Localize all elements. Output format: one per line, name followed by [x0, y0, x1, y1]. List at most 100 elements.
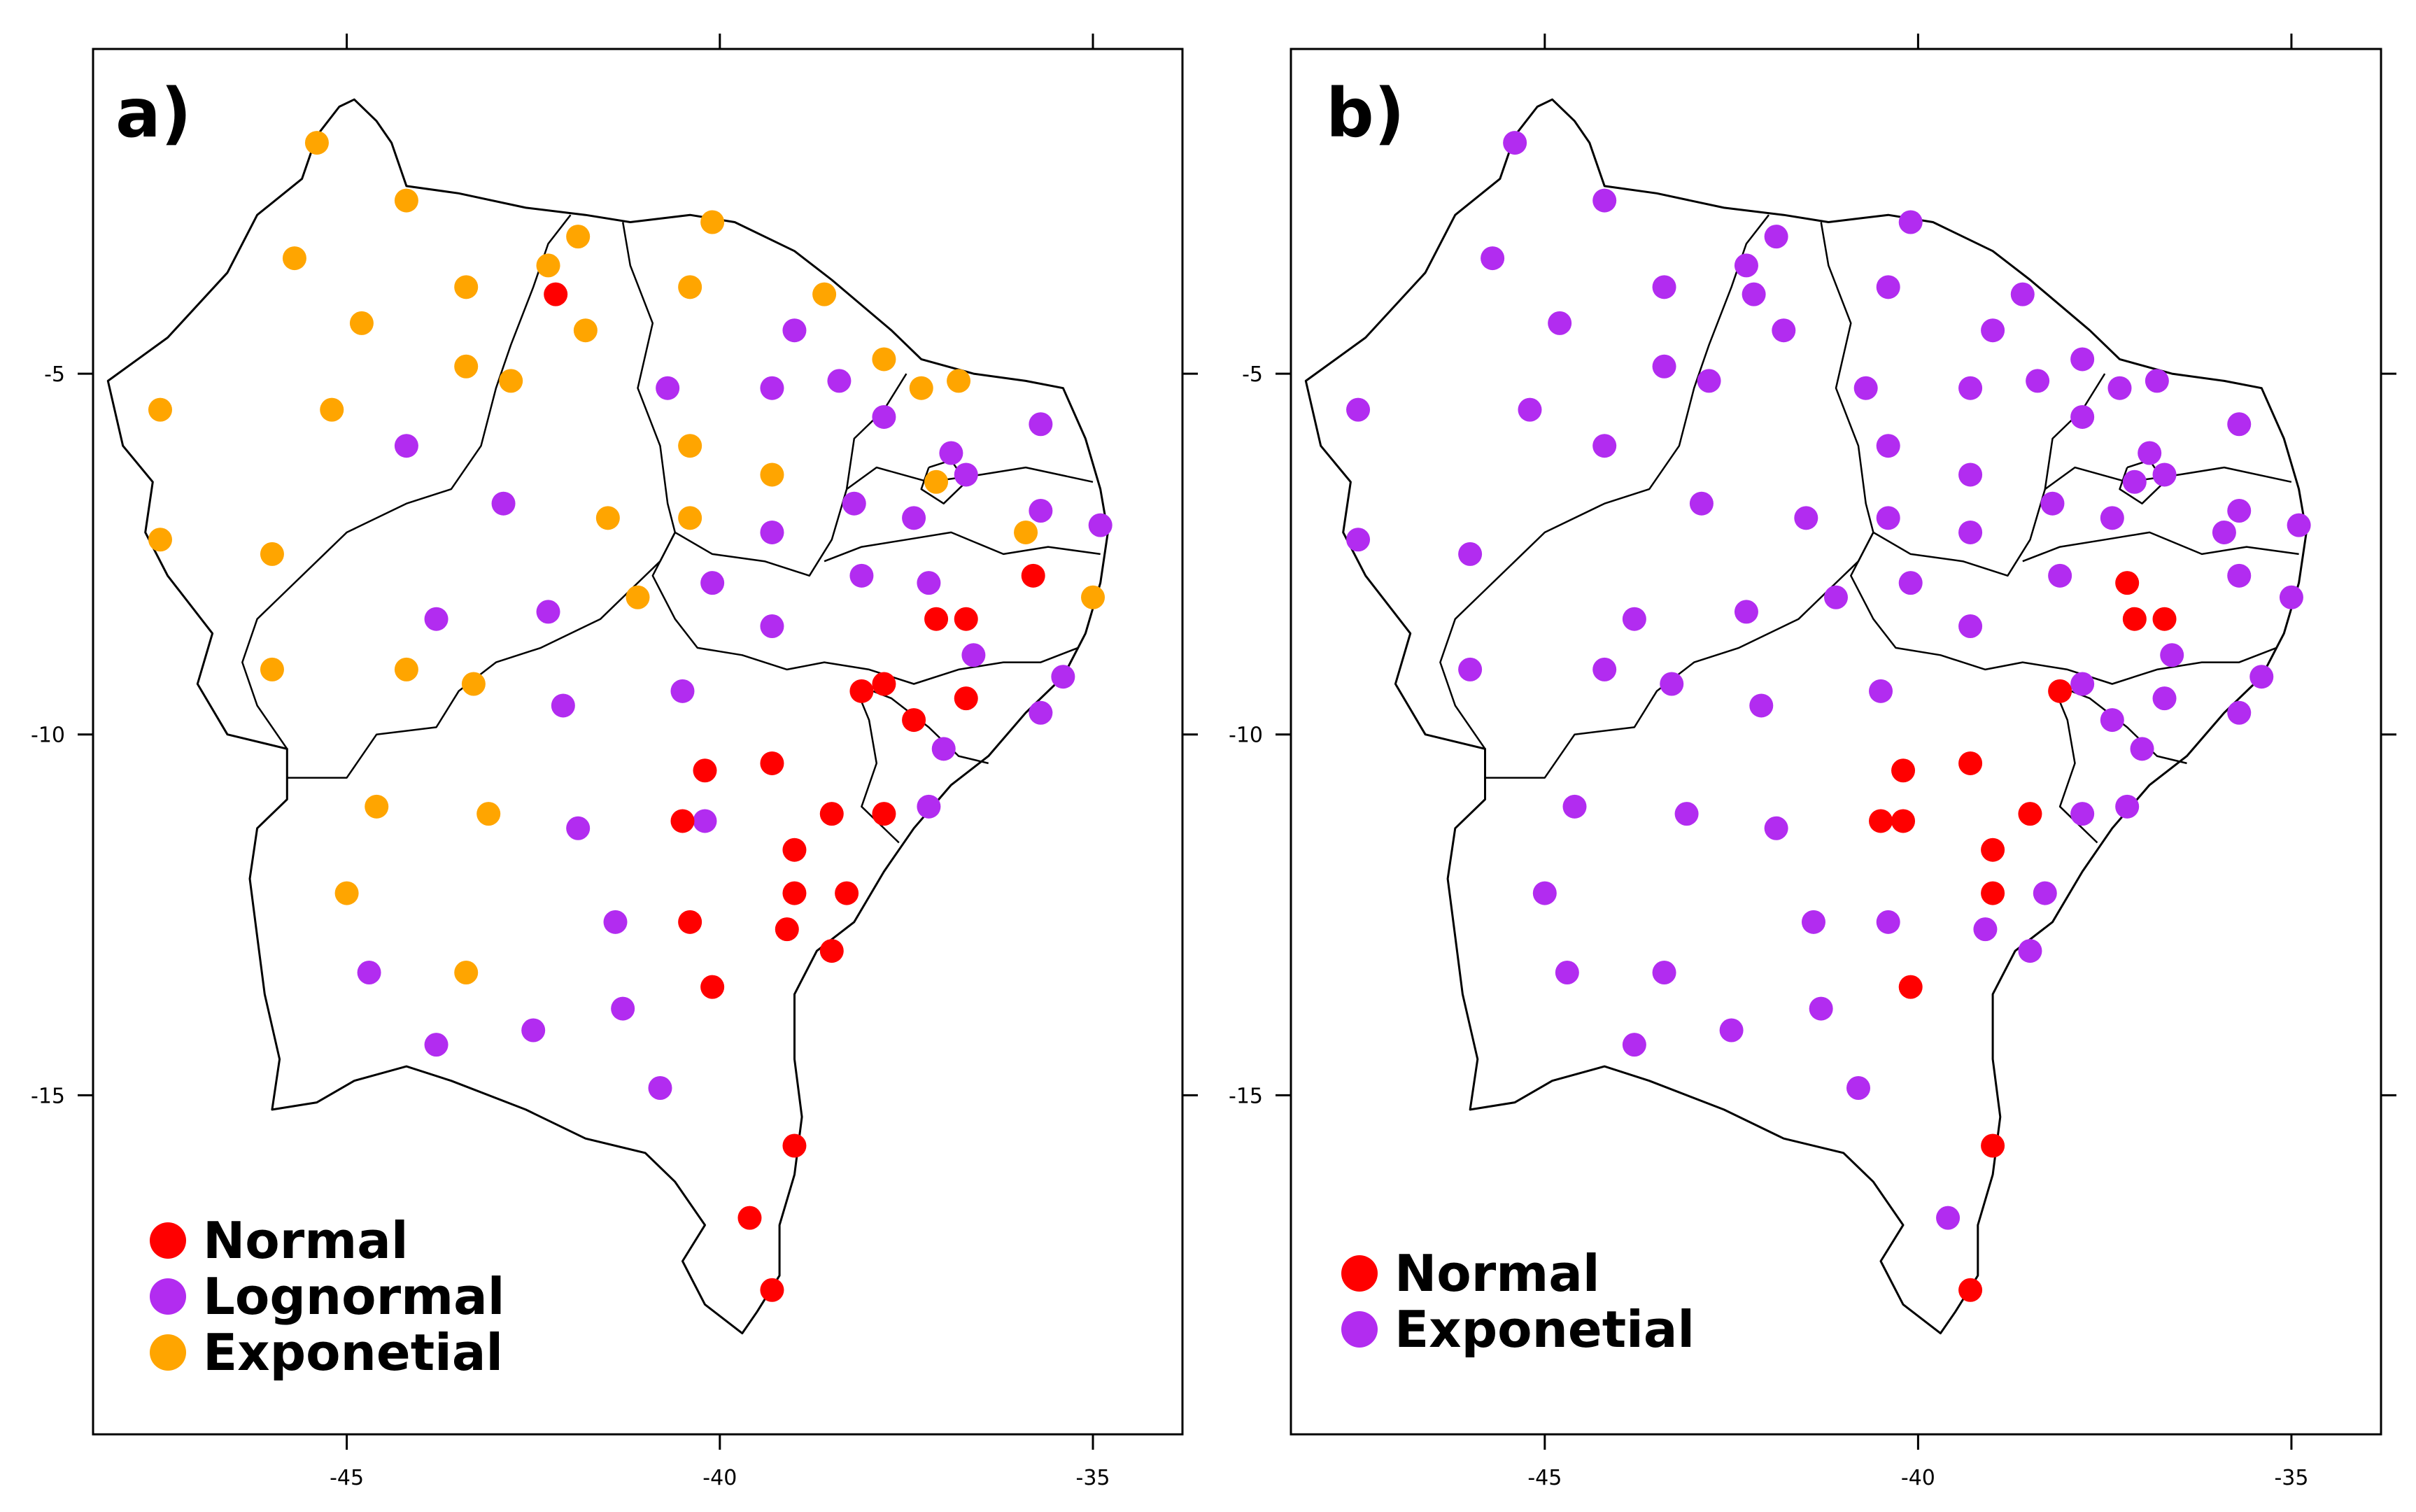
station-point-exponetial [2070, 404, 2095, 429]
station-point-lognormal [842, 491, 866, 516]
station-point-exponetial [2138, 441, 2162, 465]
panel-label: a) [115, 74, 192, 153]
station-point-normal [782, 838, 807, 862]
station-point-exponetial [2018, 939, 2042, 963]
station-point-exponetial [148, 397, 172, 422]
y-tick-label: -5 [44, 362, 65, 387]
station-point-lognormal [656, 376, 680, 400]
station-point-exponetial [282, 246, 306, 271]
station-point-lognormal [760, 520, 784, 544]
station-point-exponetial [365, 794, 389, 819]
station-point-exponetial [1532, 881, 1557, 905]
station-point-normal [954, 607, 978, 631]
station-point-exponetial [476, 802, 501, 826]
station-point-normal [872, 802, 896, 826]
station-point-normal [782, 1133, 807, 1158]
station-point-exponetial [1876, 506, 1900, 530]
station-point-exponetial [1622, 607, 1646, 631]
state-border [287, 222, 677, 779]
station-point-exponetial [1958, 520, 1983, 544]
station-point-lognormal [693, 809, 717, 833]
station-point-exponetial [678, 434, 702, 458]
station-point-normal [1021, 563, 1045, 588]
station-point-exponetial [454, 275, 479, 299]
station-point-exponetial [1876, 434, 1900, 458]
station-point-exponetial [1764, 225, 1788, 249]
station-point-exponetial [566, 225, 591, 249]
y-tick-label: -15 [31, 1084, 65, 1108]
station-point-lognormal [521, 1018, 546, 1043]
station-point-exponetial [2152, 462, 2177, 487]
station-point-exponetial [1853, 376, 1878, 400]
station-point-exponetial [2249, 665, 2274, 689]
station-point-exponetial [1592, 657, 1617, 681]
station-point-lognormal [931, 737, 956, 761]
station-point-lognormal [954, 462, 978, 487]
station-point-normal [782, 881, 807, 905]
station-point-exponetial [304, 131, 329, 155]
station-point-normal [775, 917, 799, 942]
station-point-exponetial [334, 881, 359, 905]
x-tick-label: -35 [2274, 1466, 2308, 1490]
station-point-normal [2048, 679, 2072, 703]
y-tick-label: -10 [1229, 723, 1263, 748]
station-point-exponetial [573, 318, 598, 343]
station-point-exponetial [1749, 693, 1774, 718]
station-point-normal [1869, 809, 1893, 833]
station-point-lognormal [611, 996, 635, 1021]
station-point-exponetial [1652, 275, 1676, 299]
station-point-normal [1958, 751, 1983, 775]
station-point-exponetial [1958, 614, 1983, 638]
station-point-exponetial [1562, 794, 1587, 819]
station-point-lognormal [872, 404, 896, 429]
station-point-exponetial [454, 354, 479, 379]
legend-label-exponetial: Exponetial [1394, 1300, 1695, 1359]
legend-swatch-lognormal [150, 1278, 186, 1315]
station-point-lognormal [700, 571, 725, 595]
station-point-lognormal [491, 491, 516, 516]
station-point-normal [2152, 607, 2177, 631]
station-point-exponetial [2152, 686, 2177, 711]
station-point-exponetial [260, 542, 284, 566]
station-point-exponetial [454, 961, 479, 984]
station-point-exponetial [1973, 917, 1998, 942]
y-tick-label: -5 [1242, 362, 1263, 387]
legend-label-lognormal: Lognormal [203, 1267, 504, 1326]
station-point-exponetial [1801, 910, 1825, 934]
station-point-exponetial [2107, 376, 2132, 400]
station-point-exponetial [2048, 563, 2072, 588]
station-point-exponetial [1824, 585, 1848, 609]
station-point-exponetial [1764, 816, 1788, 840]
station-point-normal [1891, 809, 1916, 833]
station-point-exponetial [2130, 737, 2154, 761]
station-point-exponetial [1503, 131, 1527, 155]
station-point-exponetial [1809, 996, 1833, 1021]
station-point-exponetial [2145, 369, 2169, 393]
station-point-exponetial [2026, 369, 2050, 393]
station-point-exponetial [1689, 491, 1714, 516]
station-point-exponetial [1622, 1033, 1646, 1057]
legend-swatch-exponetial [150, 1334, 186, 1371]
station-point-exponetial [2010, 282, 2035, 306]
station-point-exponetial [2227, 563, 2252, 588]
state-border [651, 532, 1079, 685]
station-point-exponetial [678, 275, 702, 299]
station-point-exponetial [1898, 571, 1923, 595]
station-point-lognormal [424, 1033, 448, 1057]
station-point-normal [1981, 1133, 2005, 1158]
station-point-normal [849, 679, 874, 703]
station-point-normal [819, 939, 844, 963]
station-point-exponetial [595, 506, 620, 530]
station-point-normal [2115, 571, 2140, 595]
station-point-lognormal [760, 614, 784, 638]
station-point-exponetial [947, 369, 971, 393]
station-point-exponetial [461, 672, 486, 696]
station-point-normal [700, 975, 725, 999]
x-tick-label: -45 [1527, 1466, 1562, 1490]
station-point-lognormal [760, 376, 784, 400]
station-point-exponetial [2040, 491, 2065, 516]
station-point-exponetial [2227, 700, 2252, 725]
station-point-exponetial [1876, 910, 1900, 934]
legend-label-normal: Normal [1394, 1244, 1600, 1303]
